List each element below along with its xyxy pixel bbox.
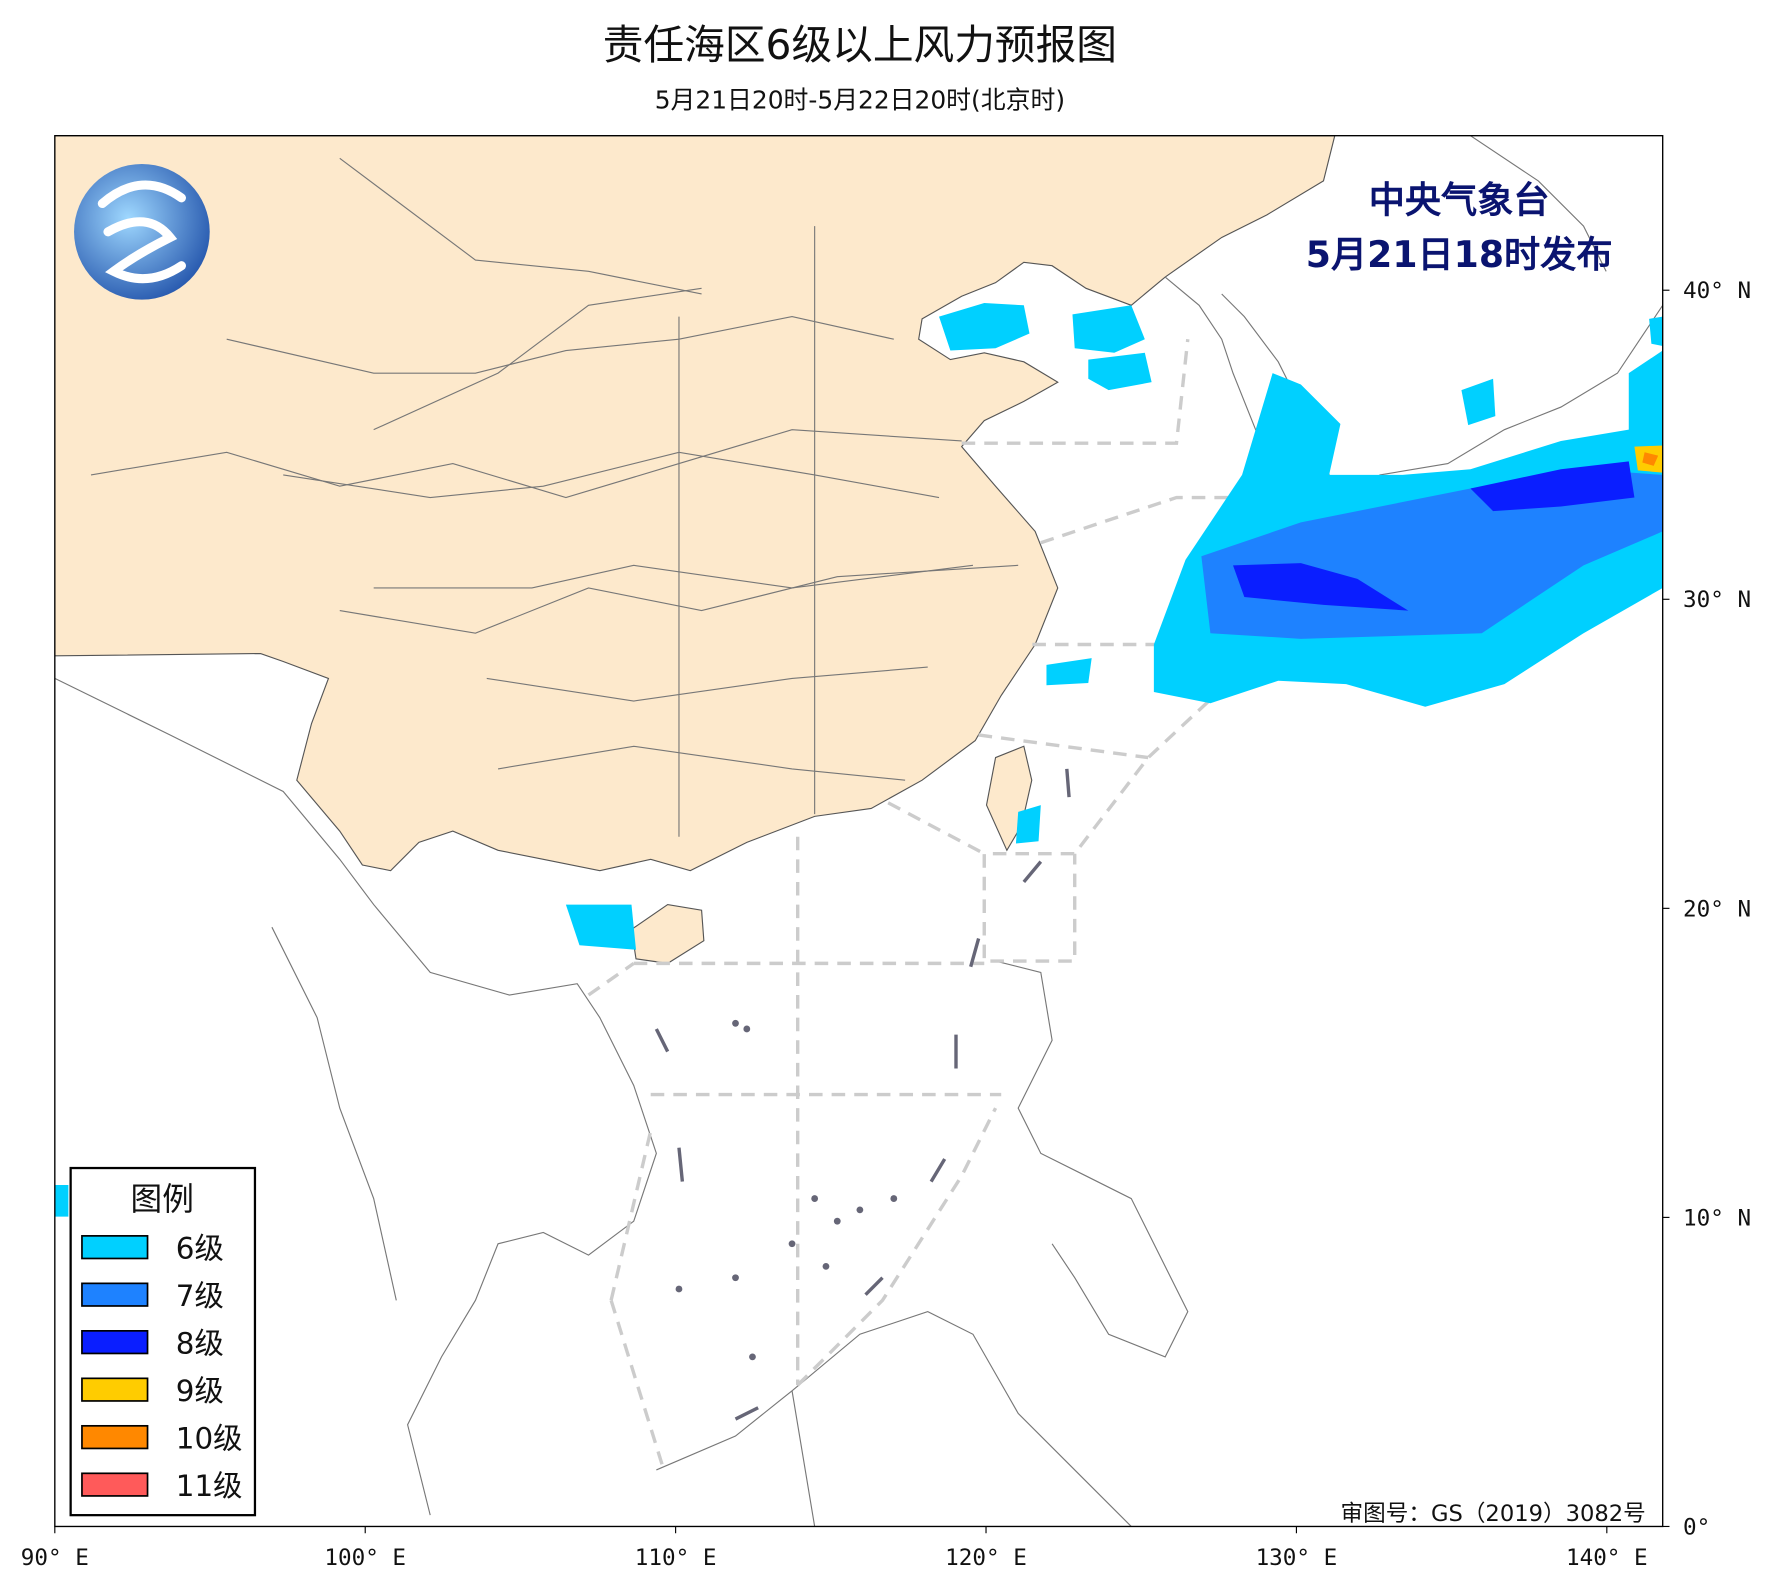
- legend-swatch: [81, 1282, 149, 1307]
- map-frame: [54, 135, 1664, 1528]
- y-tick-label: 10° N: [1683, 1205, 1751, 1231]
- mainland-se-asia: [54, 677, 657, 1516]
- subtitle: 5月21日20时-5月22日20时(北京时): [655, 86, 1065, 115]
- x-tick-label: 110° E: [635, 1545, 717, 1571]
- approval-number: 审图号：GS（2019）3082号: [1341, 1501, 1646, 1527]
- issuer-agency: 中央气象台: [1369, 179, 1550, 222]
- wind-area-6: [1046, 658, 1092, 686]
- x-tick-label: 140° E: [1566, 1545, 1648, 1571]
- sea-zone-boundaries: [587, 339, 1303, 1465]
- legend-label: 8级: [176, 1326, 224, 1360]
- legend-label: 10级: [176, 1421, 243, 1455]
- y-tick-label: 20° N: [1683, 896, 1751, 922]
- borneo: [656, 1311, 1132, 1527]
- legend-swatch: [81, 1330, 149, 1355]
- legend-swatch: [81, 1377, 149, 1402]
- legend-label: 11级: [176, 1469, 243, 1503]
- legend-label: 6级: [176, 1231, 224, 1265]
- wind-area-6: [54, 1184, 69, 1217]
- wind-area-6: [939, 303, 1030, 351]
- map-body: [54, 135, 1663, 1527]
- rivers: [90, 287, 1019, 634]
- hainan: [630, 903, 705, 964]
- x-tick-label: 130° E: [1256, 1545, 1338, 1571]
- legend-label: 7级: [176, 1279, 224, 1313]
- logo: [74, 163, 210, 300]
- x-tick-label: 90° E: [21, 1545, 89, 1571]
- issue-time: 5月21日18时发布: [1306, 233, 1613, 276]
- wind-area-6: [1088, 352, 1152, 391]
- wind-area-10: [1642, 452, 1659, 466]
- wind-area-6: [1072, 305, 1145, 353]
- legend-swatch: [81, 1424, 149, 1450]
- nine-dash-line: [654, 768, 1071, 1421]
- axes: 90° E 100° E 110° E 120° E 130° E 140° E 0° 10°…: [21, 278, 1751, 1571]
- china-land: [54, 135, 1336, 872]
- x-tick-label: 100° E: [324, 1545, 406, 1571]
- province-borders: [226, 157, 974, 837]
- legend-title: 图例: [131, 1182, 194, 1218]
- legend-swatch: [81, 1472, 149, 1497]
- y-tick-label: 40° N: [1683, 278, 1751, 304]
- x-tick-label: 120° E: [945, 1545, 1027, 1571]
- wind-areas: [54, 303, 1663, 1217]
- title: 责任海区6级以上风力预报图: [603, 21, 1117, 69]
- wind-area-8: [1233, 563, 1409, 611]
- y-tick-label: 30° N: [1683, 587, 1751, 613]
- wind-area-6: [1015, 805, 1041, 844]
- wind-area-6: [565, 904, 637, 950]
- philippines: [995, 960, 1189, 1358]
- y-tick-label: 0°: [1683, 1514, 1710, 1540]
- legend: 图例 6级 7级 8级 9级 10级 11级: [69, 1166, 257, 1517]
- wind-area-6: [1461, 378, 1496, 426]
- legend-swatch: [81, 1235, 149, 1260]
- legend-label: 9级: [176, 1374, 224, 1408]
- wind-area-6: [1649, 316, 1663, 346]
- wind-area-8: [1470, 461, 1635, 512]
- islands: [675, 1019, 898, 1361]
